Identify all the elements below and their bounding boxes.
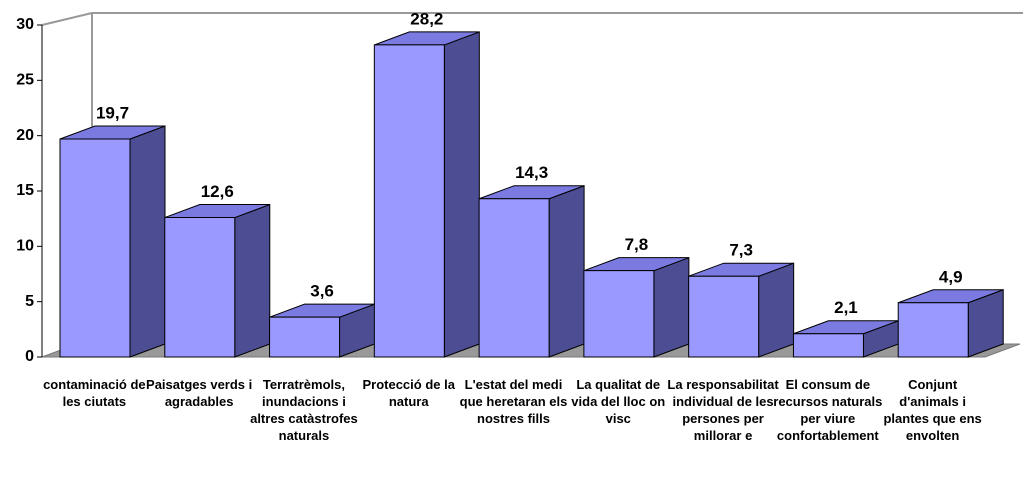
bar-side xyxy=(129,125,166,358)
bar xyxy=(164,203,271,358)
bar-front xyxy=(59,138,131,358)
bar-front xyxy=(583,270,655,358)
bar-front xyxy=(897,302,969,358)
data-label: 28,2 xyxy=(410,9,443,28)
bar-side xyxy=(234,203,271,358)
bar xyxy=(373,31,480,358)
x-tick-label: La qualitat de vida del lloc on visc xyxy=(571,377,666,426)
bar xyxy=(269,303,376,358)
data-label: 7,8 xyxy=(625,235,649,254)
y-tick-label: 0 xyxy=(25,348,34,365)
bar-side xyxy=(758,262,795,358)
data-label: 4,9 xyxy=(939,267,963,286)
x-tick-label: contaminació de les ciutats xyxy=(43,377,146,409)
bar xyxy=(897,289,1004,358)
y-tick-label: 15 xyxy=(16,182,34,199)
x-tick-label: El consum de recursos naturals per viure… xyxy=(773,377,883,443)
x-tick-label: Protecció de la natura xyxy=(362,377,455,409)
data-label: 19,7 xyxy=(96,103,129,122)
y-tick-label: 25 xyxy=(16,72,34,89)
x-tick-label: Paisatges verds i agradables xyxy=(146,377,253,409)
bar-front xyxy=(269,316,341,358)
y-tick-label: 5 xyxy=(25,293,34,310)
bar xyxy=(59,125,166,358)
y-tick-label: 10 xyxy=(16,238,34,255)
bar-side xyxy=(443,31,480,358)
y-tick-label: 30 xyxy=(16,16,34,33)
y-tick-label: 20 xyxy=(16,127,34,144)
x-tick-label: Terratrèmols, inundacions i altres catàs… xyxy=(250,377,358,443)
bar-front xyxy=(164,217,236,358)
x-tick-label: La responsabilitat individual de les per… xyxy=(667,377,779,443)
data-label: 7,3 xyxy=(729,241,753,260)
bar-front xyxy=(792,333,864,358)
bar-side xyxy=(653,256,690,358)
side-wall xyxy=(41,12,93,26)
bar-front xyxy=(478,198,550,358)
bar xyxy=(583,256,690,358)
bar xyxy=(688,262,795,358)
data-label: 12,6 xyxy=(201,182,234,201)
bar-front xyxy=(688,275,760,358)
data-label: 14,3 xyxy=(515,163,548,182)
data-label: 3,6 xyxy=(310,282,334,301)
x-tick-label: Conjunt d'animals i plantes que ens envo… xyxy=(883,377,982,443)
data-label: 2,1 xyxy=(834,298,858,317)
bar xyxy=(792,320,899,358)
x-tick-label: L'estat del medi que heretaran els nostr… xyxy=(459,377,568,426)
bar-front xyxy=(373,44,445,358)
bar xyxy=(478,185,585,358)
bar-side xyxy=(548,185,585,358)
